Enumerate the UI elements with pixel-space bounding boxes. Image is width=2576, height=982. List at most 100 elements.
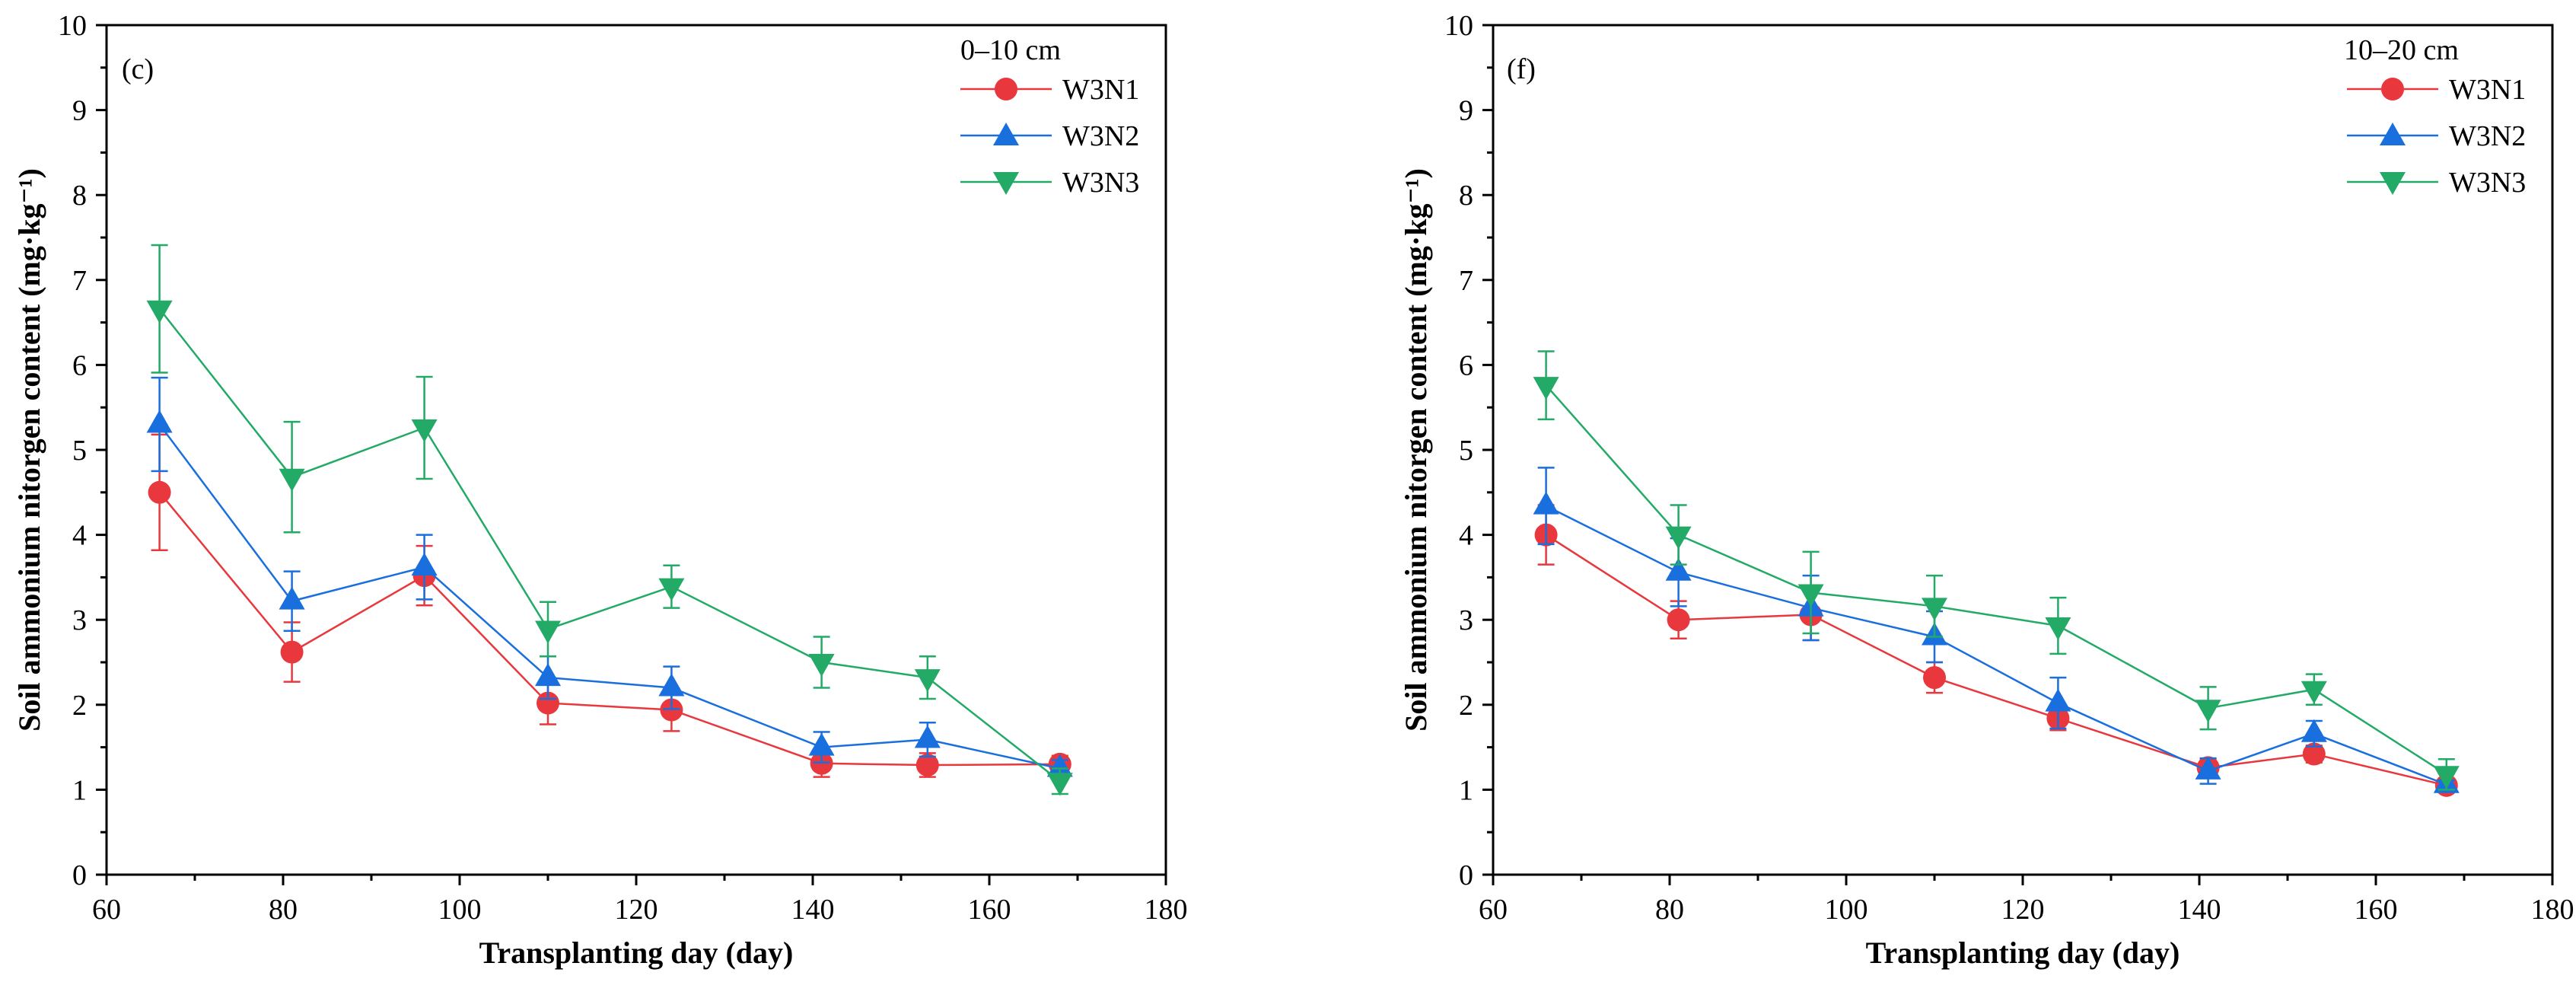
data-point-triangle-up (914, 725, 941, 748)
chart-panel-f: 60 80 100 120 140 160 180 0 1 2 3 4 5 6 7 8 9 10 (f) 10–… (1399, 10, 2574, 970)
plot-frame (1492, 24, 2554, 876)
data-point-triangle-up (146, 410, 173, 433)
legend-marker-triangle-up (993, 123, 1019, 145)
series-line (158, 423, 1061, 770)
x-tick-label: 160 (968, 894, 1011, 926)
data-point-triangle-up (1046, 754, 1073, 777)
series-w3n3 (1533, 350, 2460, 791)
series-line (1545, 384, 2447, 776)
x-axis: 60 80 100 120 140 160 180 (92, 875, 1188, 926)
data-point-triangle-up (658, 673, 685, 697)
legend-entry-w3n3: W3N3 (2347, 167, 2526, 199)
legend-marker-triangle-down (993, 172, 1019, 195)
series-line (158, 492, 1060, 767)
series-layer (146, 244, 1073, 796)
y-axis-title: Soil ammonium nitorgen content (mg·kg⁻¹) (12, 168, 46, 732)
data-point-triangle-down (1922, 598, 1947, 621)
data-point-triangle-up (1665, 557, 1692, 581)
legend-marker-triangle-up (2380, 123, 2406, 145)
data-point-triangle-down (2045, 617, 2071, 641)
x-tick-label: 60 (1479, 894, 1508, 926)
y-tick-label: 2 (72, 690, 87, 722)
x-tick-label: 60 (92, 894, 121, 926)
y-tick-label: 0 (1459, 859, 1473, 891)
x-tick-label: 180 (1145, 894, 1188, 926)
data-point-triangle-down (2195, 700, 2221, 723)
data-point-circle (1667, 608, 1690, 632)
data-point-circle (1923, 666, 1946, 690)
y-axis-title: Soil ammonium nitorgen content (mg·kg⁻¹) (1399, 168, 1433, 732)
data-point-triangle-up (279, 586, 305, 610)
data-point-triangle-up (2045, 688, 2071, 712)
depth-label: 0–10 cm (960, 34, 1061, 66)
y-tick-label: 9 (1459, 95, 1473, 127)
data-point-circle (915, 754, 939, 777)
legend-label: W3N1 (2449, 74, 2526, 106)
y-tick-label: 3 (1459, 604, 1473, 636)
y-tick-label: 6 (72, 349, 87, 381)
y-tick-label: 7 (72, 265, 87, 297)
data-point-triangle-down (411, 419, 438, 442)
x-tick-label: 80 (1655, 894, 1684, 926)
data-point-triangle-down (535, 620, 561, 644)
data-point-triangle-down (1665, 526, 1692, 550)
legend-marker-circle (995, 78, 1017, 100)
legend-label: W3N3 (2449, 167, 2526, 199)
x-tick-label: 100 (438, 894, 482, 926)
legend: W3N1 W3N2 W3N3 (960, 74, 1139, 199)
data-point-triangle-up (411, 553, 438, 576)
x-tick-label: 120 (615, 894, 658, 926)
y-axis: 0 1 2 3 4 5 6 7 8 9 10 (58, 10, 107, 891)
x-axis-title: Transplanting day (day) (479, 936, 794, 970)
data-point-triangle-down (279, 468, 305, 492)
series-line (158, 308, 1061, 783)
data-point-triangle-up (1533, 491, 1559, 515)
legend-label: W3N2 (1062, 120, 1139, 152)
y-tick-label: 1 (1459, 774, 1473, 806)
data-point-triangle-down (914, 669, 941, 693)
y-tick-label: 0 (72, 859, 87, 891)
y-tick-label: 8 (1459, 180, 1473, 212)
legend-marker-triangle-down (2380, 172, 2406, 195)
data-point-triangle-down (2433, 766, 2460, 789)
data-point-triangle-down (2301, 681, 2327, 704)
panel-label: (c) (122, 53, 154, 85)
data-point-triangle-up (2301, 719, 2327, 742)
legend-entry-w3n3: W3N3 (960, 167, 1139, 199)
x-tick-label: 100 (1825, 894, 1868, 926)
chart-panel-c: 60 80 100 120 140 160 180 0 1 2 3 4 5 6 7 8 9 10 (c) 0–1… (12, 10, 1188, 970)
y-axis: 0 1 2 3 4 5 6 7 8 9 10 (1444, 10, 1493, 891)
y-tick-label: 5 (1459, 435, 1473, 467)
data-point-circle (2302, 742, 2326, 766)
y-tick-label: 9 (72, 95, 87, 127)
y-tick-label: 10 (1444, 10, 1473, 42)
panel-label: (f) (1507, 53, 1536, 85)
y-tick-label: 10 (58, 10, 87, 42)
legend-marker-circle (2381, 78, 2404, 100)
legend-label: W3N2 (2449, 120, 2526, 152)
y-tick-label: 6 (1459, 349, 1473, 381)
data-point-triangle-down (658, 578, 685, 601)
series-w3n2 (146, 376, 1073, 778)
series-line (1546, 505, 2447, 786)
series-w3n1 (148, 433, 1071, 778)
x-tick-label: 80 (269, 894, 298, 926)
series-w3n1 (1534, 504, 2458, 797)
data-point-triangle-down (1046, 773, 1073, 796)
x-tick-label: 140 (791, 894, 835, 926)
y-tick-label: 8 (72, 180, 87, 212)
data-point-triangle-down (808, 654, 835, 677)
data-point-triangle-down (146, 300, 173, 324)
x-tick-label: 160 (2355, 894, 2398, 926)
data-point-triangle-up (2195, 756, 2221, 780)
legend: W3N1 W3N2 W3N3 (2347, 74, 2526, 199)
x-tick-label: 140 (2178, 894, 2221, 926)
plot-frame (105, 24, 1167, 876)
legend-label: W3N1 (1062, 74, 1139, 106)
y-tick-label: 1 (72, 774, 87, 806)
x-tick-label: 120 (2001, 894, 2045, 926)
legend-entry-w3n1: W3N1 (2347, 74, 2526, 106)
data-point-circle (537, 691, 559, 715)
y-tick-label: 4 (1459, 520, 1473, 552)
